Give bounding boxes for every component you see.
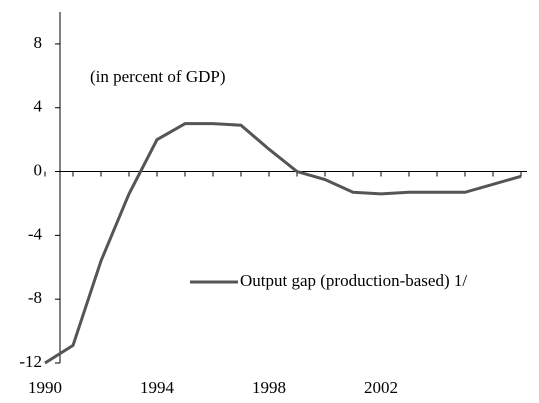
legend-label: Output gap (production-based) 1/ [240,271,467,290]
x-tick-label: 1990 [28,378,62,397]
line [44,122,522,365]
y-tick-label: -12 [19,352,42,371]
y-tick-label: 0 [34,160,43,179]
y-tick-label: -4 [28,224,43,243]
annotation: (in percent of GDP) [90,67,226,86]
x-tick-label: 1994 [140,378,175,397]
x-tick-label: 2002 [364,378,398,397]
y-tick-label: 4 [34,97,43,116]
y-tick-label: -8 [28,288,42,307]
y-tick-label: 8 [34,33,43,52]
x-tick-label: 1998 [252,378,286,397]
